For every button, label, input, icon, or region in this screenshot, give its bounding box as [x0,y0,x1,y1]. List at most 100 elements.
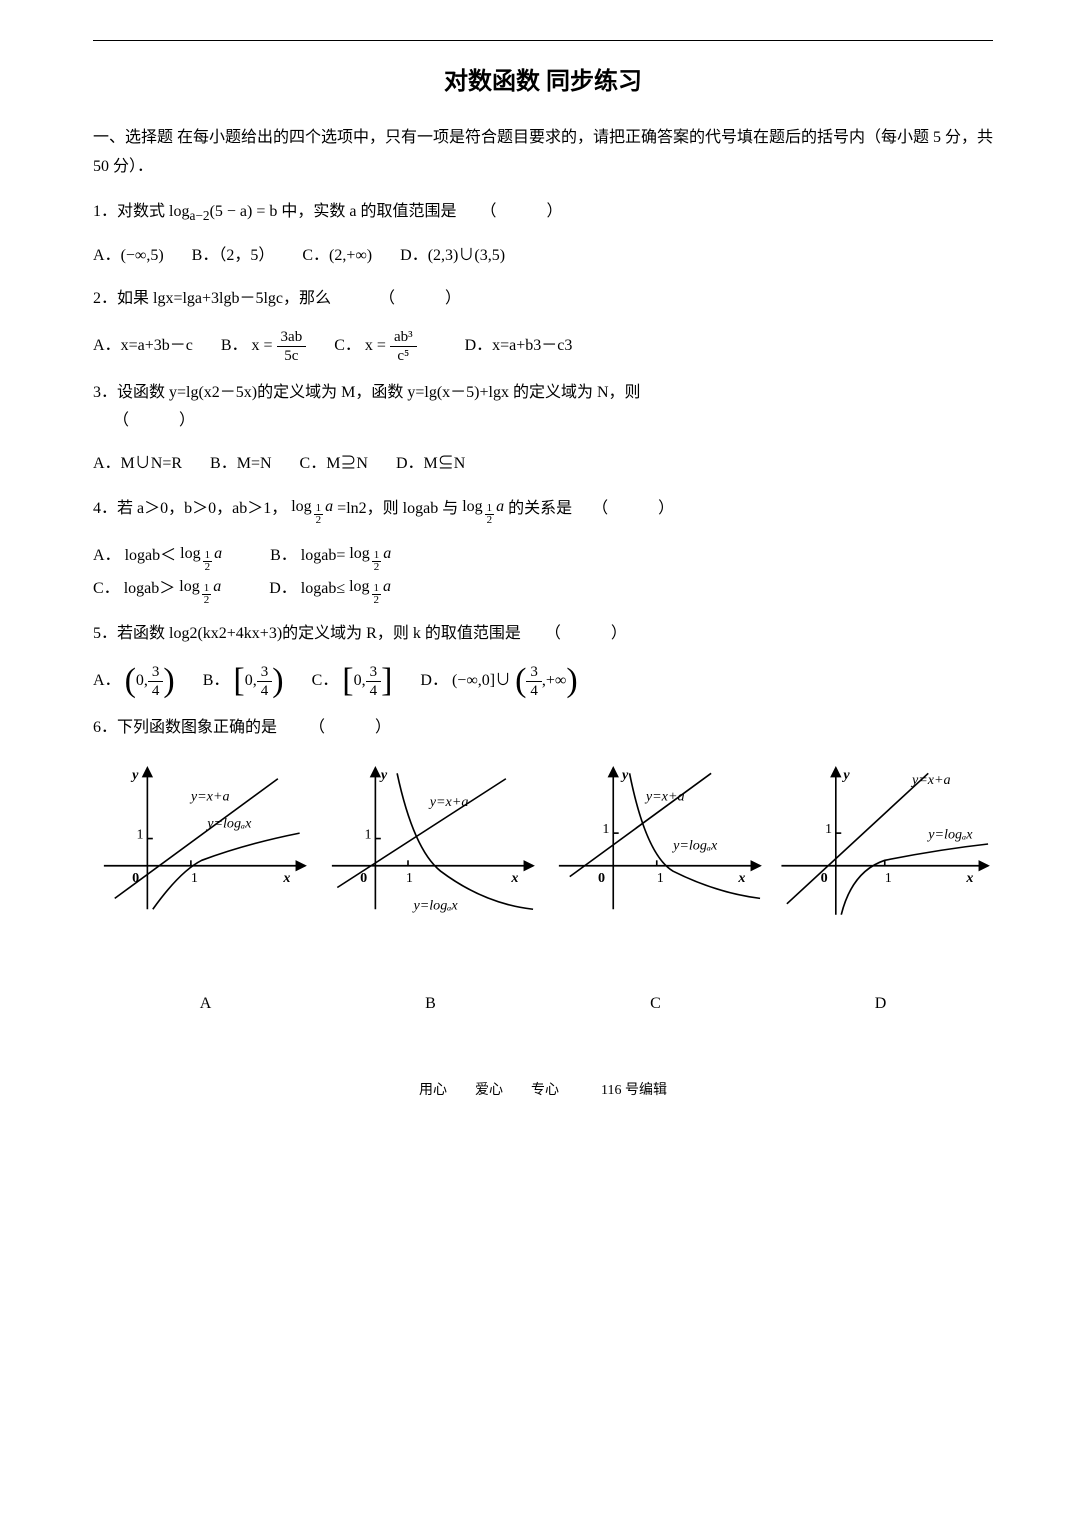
q2-optD: D．x=a+b3－c3 [465,337,573,354]
q6-graph-a-svg: y 1 0 1 x y=x+a y=logₐx [93,757,311,920]
q4-log1-text: log [291,498,311,515]
top-divider [93,40,993,41]
q6-b-0: 0 [360,870,367,886]
q5-optB-three: 3 [257,663,273,682]
q6-c-line-label: y=x+a [644,788,685,804]
q3-options: A．M∪N=R B．M=N C．M⊇N D．M⊆N [93,450,993,479]
q1-optA-label: A． [93,247,121,264]
q1-optD-label: D． [400,247,428,264]
q5-optD-neginf: (−∞,0]∪ [452,672,511,689]
q4-log1-subden: 2 [314,515,324,526]
q5-optD: D． (−∞,0]∪ (34,+∞) [420,672,577,689]
q5-optB-interval: [0,34) [233,663,283,700]
q4-optB-log-text: log [349,545,369,562]
q4-eq-ln2: =ln2，则 logab 与 [337,500,462,517]
q1-optA-text: (−∞,5) [121,247,164,264]
q6-a-1x: 1 [191,870,198,886]
q4-optC-rel: logab＞ [124,580,176,597]
q6-a-0: 0 [132,870,139,886]
q1-options: A．(−∞,5) B．（2，5） C．(2,+∞) D．(2,3)∪(3,5) [93,242,993,271]
q2-optB-frac: 3ab 5c [277,328,307,365]
q6-d-1x: 1 [884,870,891,886]
q4-optB-subden: 2 [372,562,382,573]
q2-optB-num: 3ab [277,328,307,347]
q4-optA-log: log12a [180,540,222,573]
q2-optA-text: x=a+3b－c [121,337,193,354]
q6-c-0: 0 [598,870,605,886]
question-6: 6．下列函数图象正确的是 （ ） [93,714,993,743]
q4-optC-label: C． [93,580,120,597]
question-3: 3．设函数 y=lg(x2－5x)的定义域为 M，函数 y=lg(x－5)+lg… [93,379,993,437]
q4-options-row2: C． logab＞ log12a D． logab≤ log12a [93,573,993,606]
q6-graph-d: y 1 0 1 x y=x+a y=logₐx [776,757,994,920]
q6-graph-c: y 1 0 1 x y=x+a y=logₐx [548,757,766,920]
q3-answer-blank: （ ） [113,407,201,436]
q6-c-x: x [737,870,745,886]
q4-optB-log: log12a [349,540,391,573]
q6-label-b: B [318,990,543,1019]
q5-optC-zero: 0, [354,672,366,689]
q4-log2-text: log [462,498,482,515]
q2-optC-xeq: x = [365,337,386,354]
q4-log-half-2: log12a [462,493,504,526]
q4-stem-b: 的关系是 [508,500,572,517]
q6-d-line-label: y=x+a [909,772,950,788]
q2-optC-den: c⁵ [390,347,417,365]
q6-a-y: y [130,766,139,782]
q5-optD-label: D． [420,672,448,689]
question-1: 1．对数式 loga−2(5 − a) = b 中，实数 a 的取值范围是 （ … [93,198,993,228]
q2-optA-label: A． [93,337,121,354]
q6-a-line-label: y=x+a [189,788,230,804]
q6-stem: 6．下列函数图象正确的是 [93,719,277,736]
q2-stem: 2．如果 lgx=lga+3lgb－5lgc，那么 [93,290,331,307]
q6-option-labels: A B C D [93,990,993,1019]
q4-log1-arg: a [325,498,333,515]
q5-options: A． (0,34) B． [0,34) C． [0,34] D． (−∞,0]∪… [93,663,993,700]
q4-optC: C． logab＞ log12a [93,580,225,597]
q4-optD-subden: 2 [372,595,382,606]
q1-formula: loga−2(5 − a) = b [169,203,281,220]
q5-optA-zero: 0, [136,672,148,689]
q1-log-arg: (5 − a) = b [210,203,278,220]
q5-optD-three: 3 [526,663,542,682]
q4-stem-a: 4．若 a＞0，b＞0，ab＞1， [93,500,287,517]
q5-optC: C． [0,34] [312,672,397,689]
q4-optB-rel: logab= [301,547,346,564]
page-title: 对数函数 同步练习 [93,61,993,104]
q2-optD-label: D． [465,337,493,354]
q4-log2-subden: 2 [485,515,495,526]
q4-optB: B． logab= log12a [270,547,391,564]
q6-graph-d-svg: y 1 0 1 x y=x+a y=logₐx [776,757,994,920]
q5-optB-four: 4 [257,682,273,700]
q5-optB-label: B． [203,672,230,689]
q4-optD-arg: a [383,578,391,595]
q3-optA: A．M∪N=R [93,455,182,472]
q2-optB-label: B． [221,337,248,354]
q6-graph-b-svg: y 1 0 1 x y=x+a y=logₐx [321,757,539,920]
q6-b-log-label: y=logₐx [411,897,458,913]
q6-b-1y: 1 [364,826,371,842]
q6-a-x: x [282,870,290,886]
q4-optD-log: log12a [349,573,391,606]
q5-optD-plusinf: ,+∞ [542,672,566,689]
question-5: 5．若函数 log2(kx2+4kx+3)的定义域为 R，则 k 的取值范围是 … [93,620,993,649]
q2-optD-text: x=a+b3－c3 [492,337,572,354]
q6-answer-blank: （ ） [309,714,397,743]
q3-stem: 3．设函数 y=lg(x2－5x)的定义域为 M，函数 y=lg(x－5)+lg… [93,384,641,401]
question-2: 2．如果 lgx=lga+3lgb－5lgc，那么 （ ） [93,285,993,314]
q1-optB: B．（2，5） [192,247,275,264]
q5-optA-label: A． [93,672,121,689]
q1-answer-blank: （ ） [481,198,569,227]
page-footer: 用心 爱心 专心 116 号编辑 [93,1078,993,1103]
q2-options: A．x=a+3b－c B． x = 3ab 5c C． x = ab³ c⁵ D… [93,328,993,365]
q3-optD: D．M⊆N [396,455,465,472]
q6-d-y: y [841,766,850,782]
q4-optA-log-text: log [180,545,200,562]
q1-optC-label: C． [302,247,329,264]
q2-optB: B． x = 3ab 5c [221,337,310,354]
question-4: 4．若 a＞0，b＞0，ab＞1， log12a =ln2，则 logab 与 … [93,493,993,526]
q6-d-1y: 1 [824,821,831,837]
q4-answer-blank: （ ） [592,495,680,524]
q6-b-y: y [378,766,387,782]
q5-optB: B． [0,34) [203,672,288,689]
